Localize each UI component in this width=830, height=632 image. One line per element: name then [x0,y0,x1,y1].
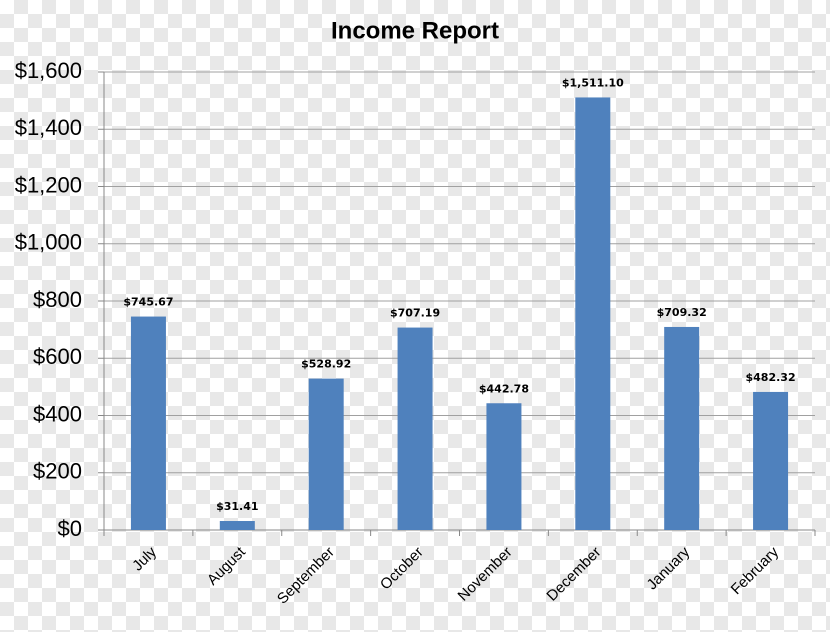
bar [753,391,789,530]
value-label: $528.92 [301,358,351,371]
value-label: $707.19 [390,307,440,320]
value-label: $745.67 [123,296,173,309]
value-label: $442.78 [479,382,529,395]
bar [575,97,611,530]
x-tick-label: July [129,543,160,574]
y-tick-label: $1,200 [15,172,82,197]
x-tick-label: October [377,544,427,594]
y-tick-label: $1,600 [15,58,82,83]
value-label: $1,511.10 [562,76,624,89]
y-tick-label: $0 [58,516,82,541]
value-label: $31.41 [216,500,258,513]
bar [397,327,433,530]
bar [486,403,522,530]
value-label: $709.32 [657,306,707,319]
y-tick-label: $1,400 [15,115,82,140]
value-label: $482.32 [746,371,796,384]
chart-title: Income Report [331,17,499,44]
x-tick-label: September [274,544,338,608]
bar [308,378,344,530]
x-tick-label: August [204,543,250,589]
y-tick-label: $800 [33,287,82,312]
y-tick-label: $200 [33,459,82,484]
y-tick-label: $600 [33,344,82,369]
x-tick-label: December [543,544,604,605]
bar [219,521,255,530]
y-tick-label: $400 [33,401,82,426]
x-tick-label: November [455,544,516,605]
y-tick-label: $1,000 [15,230,82,255]
bar [664,326,700,530]
bar [130,316,166,530]
x-tick-label: January [644,543,694,593]
x-tick-label: February [728,543,783,598]
